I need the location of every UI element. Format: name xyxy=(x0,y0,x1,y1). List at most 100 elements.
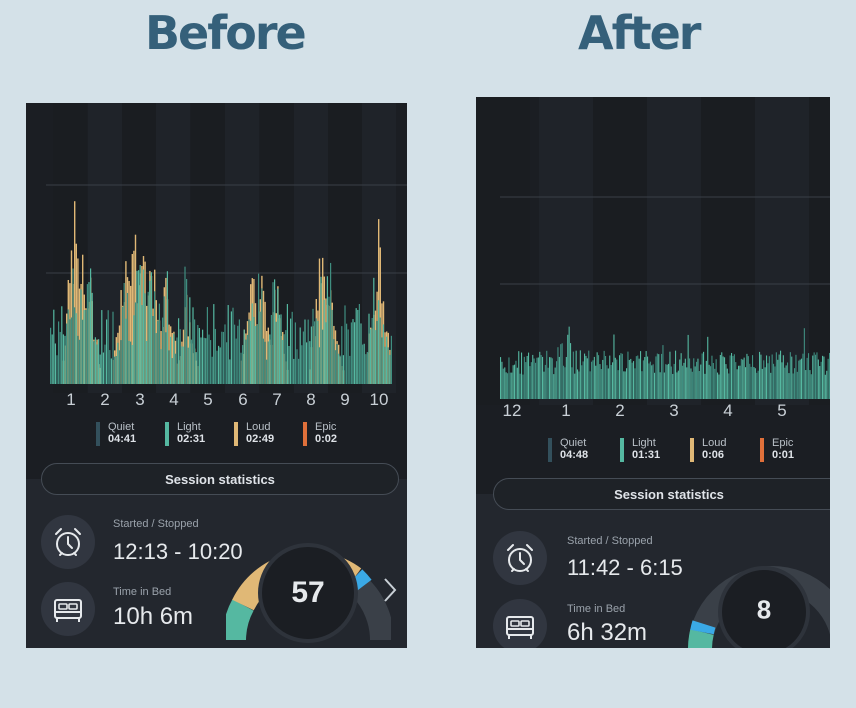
light-bar xyxy=(704,373,706,399)
light-bar xyxy=(523,356,525,399)
before-legend: Quiet 04:41 Light 02:31 Loud 02:49 Epic … xyxy=(26,421,407,451)
light-bar xyxy=(237,325,239,384)
light-bar xyxy=(815,354,817,399)
light-bar xyxy=(599,364,601,399)
started-stopped-label: Started / Stopped xyxy=(113,518,199,530)
light-bar xyxy=(714,368,716,399)
light-bar xyxy=(607,368,609,399)
light-bar xyxy=(549,357,551,399)
loud-bar xyxy=(82,254,84,384)
light-bar xyxy=(642,360,644,399)
light-bar xyxy=(206,307,208,384)
hour-tick-label: 10 xyxy=(369,390,389,409)
light-bar xyxy=(59,331,61,384)
light-bar xyxy=(160,349,162,384)
light-bar xyxy=(533,358,535,399)
light-bar xyxy=(578,371,580,399)
after-session-statistics-button[interactable]: Session statistics xyxy=(493,478,830,510)
light-bar xyxy=(747,356,749,399)
light-bar xyxy=(301,345,303,384)
light-bar xyxy=(259,311,261,384)
light-bar xyxy=(803,328,805,399)
light-bar xyxy=(829,352,830,399)
light-bar xyxy=(542,356,544,399)
light-bar xyxy=(812,355,814,399)
legend-value: 04:41 xyxy=(108,433,137,445)
light-bar xyxy=(700,364,702,399)
light-bar xyxy=(535,362,537,399)
light-bar xyxy=(309,341,311,384)
light-bar xyxy=(101,310,103,384)
light-bar xyxy=(586,358,588,399)
light-bar xyxy=(283,334,285,384)
light-bar xyxy=(158,303,160,384)
light-bar xyxy=(666,364,668,399)
light-bar xyxy=(338,353,340,384)
light-bar xyxy=(712,362,714,399)
hour-tick-label: 3 xyxy=(669,401,679,420)
light-bar xyxy=(366,352,368,384)
light-bar xyxy=(142,269,144,384)
time-in-bed-value: 10h 6m xyxy=(113,603,194,630)
light-bar xyxy=(708,364,710,399)
light-bar xyxy=(152,315,154,384)
before-session-statistics-button[interactable]: Session statistics xyxy=(41,463,399,495)
light-bar xyxy=(530,362,532,399)
light-bar xyxy=(563,365,565,399)
light-bar xyxy=(641,371,643,399)
hour-tick-label: 12 xyxy=(502,401,522,420)
legend-value: 0:01 xyxy=(772,449,795,461)
light-bar xyxy=(186,279,188,384)
light-bar xyxy=(130,341,132,384)
hour-tick-label: 1 xyxy=(66,390,76,409)
light-bar xyxy=(80,289,82,384)
before-score-value: 57 xyxy=(291,576,325,609)
light-bar xyxy=(635,356,637,399)
light-bar xyxy=(809,370,811,399)
light-bar xyxy=(322,329,324,384)
light-bar xyxy=(168,350,170,384)
light-bar xyxy=(739,365,741,399)
hour-band xyxy=(647,97,701,405)
light-bar xyxy=(652,364,654,399)
light-bar xyxy=(85,310,87,384)
light-bar xyxy=(102,352,104,384)
light-bar xyxy=(122,306,124,384)
light-bar xyxy=(138,270,140,384)
legend-label: Epic xyxy=(315,421,337,433)
light-bar xyxy=(785,365,787,399)
light-bar xyxy=(370,329,372,384)
light-bar xyxy=(768,356,770,399)
legend-swatch-epic xyxy=(760,438,764,462)
light-bar xyxy=(190,339,192,384)
light-bar xyxy=(350,322,352,384)
light-bar xyxy=(264,341,266,384)
light-bar xyxy=(318,347,320,384)
light-bar xyxy=(701,353,703,399)
light-bar xyxy=(752,355,754,399)
light-bar xyxy=(376,320,378,384)
light-bar xyxy=(689,358,691,399)
light-bar xyxy=(824,374,826,399)
light-bar xyxy=(554,367,556,399)
light-bar xyxy=(210,340,212,384)
light-bar xyxy=(174,353,176,384)
light-bar xyxy=(661,353,663,399)
light-bar xyxy=(154,291,156,384)
chevron-right-icon[interactable] xyxy=(382,576,398,609)
light-bar xyxy=(504,367,506,399)
light-bar xyxy=(572,351,574,399)
bed-icon xyxy=(41,582,95,636)
light-bar xyxy=(613,334,615,399)
light-bar xyxy=(619,355,621,399)
light-bar xyxy=(331,309,333,384)
light-bar xyxy=(579,350,581,399)
legend-value: 0:02 xyxy=(315,433,338,445)
light-bar xyxy=(69,319,71,384)
legend-swatch-epic xyxy=(303,422,307,446)
after-score-value: 8 xyxy=(756,594,772,625)
light-bar xyxy=(50,327,52,384)
light-bar xyxy=(285,330,287,384)
light-bar xyxy=(178,318,180,384)
light-bar xyxy=(93,341,95,384)
